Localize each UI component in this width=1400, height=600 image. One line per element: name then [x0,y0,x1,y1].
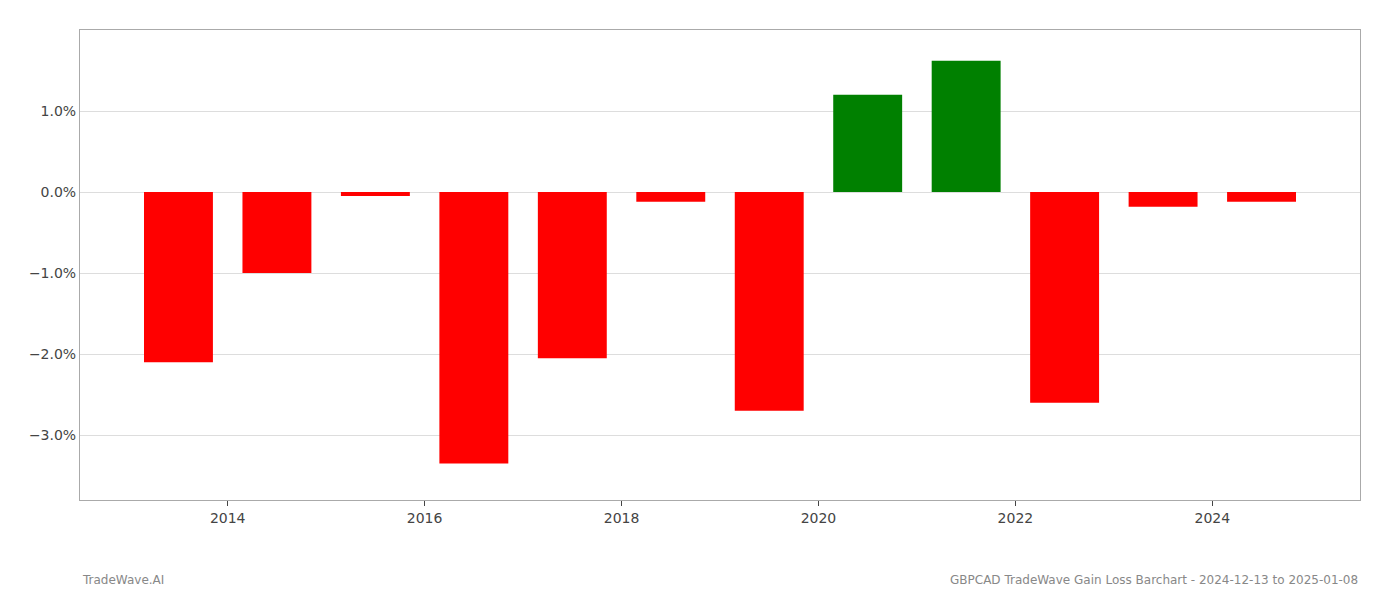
svg-text:2018: 2018 [604,510,640,526]
svg-text:1.0%: 1.0% [41,103,77,119]
svg-text:2014: 2014 [210,510,246,526]
svg-text:−1.0%: −1.0% [29,265,76,281]
svg-text:2022: 2022 [998,510,1034,526]
svg-text:0.0%: 0.0% [41,184,77,200]
svg-text:TradeWave.AI: TradeWave.AI [82,573,164,587]
svg-text:GBPCAD TradeWave Gain Loss Bar: GBPCAD TradeWave Gain Loss Barchart - 20… [950,573,1358,587]
svg-text:−3.0%: −3.0% [29,427,76,443]
svg-text:−2.0%: −2.0% [29,346,76,362]
svg-text:2024: 2024 [1194,510,1230,526]
svg-text:2020: 2020 [801,510,837,526]
svg-text:2016: 2016 [407,510,443,526]
